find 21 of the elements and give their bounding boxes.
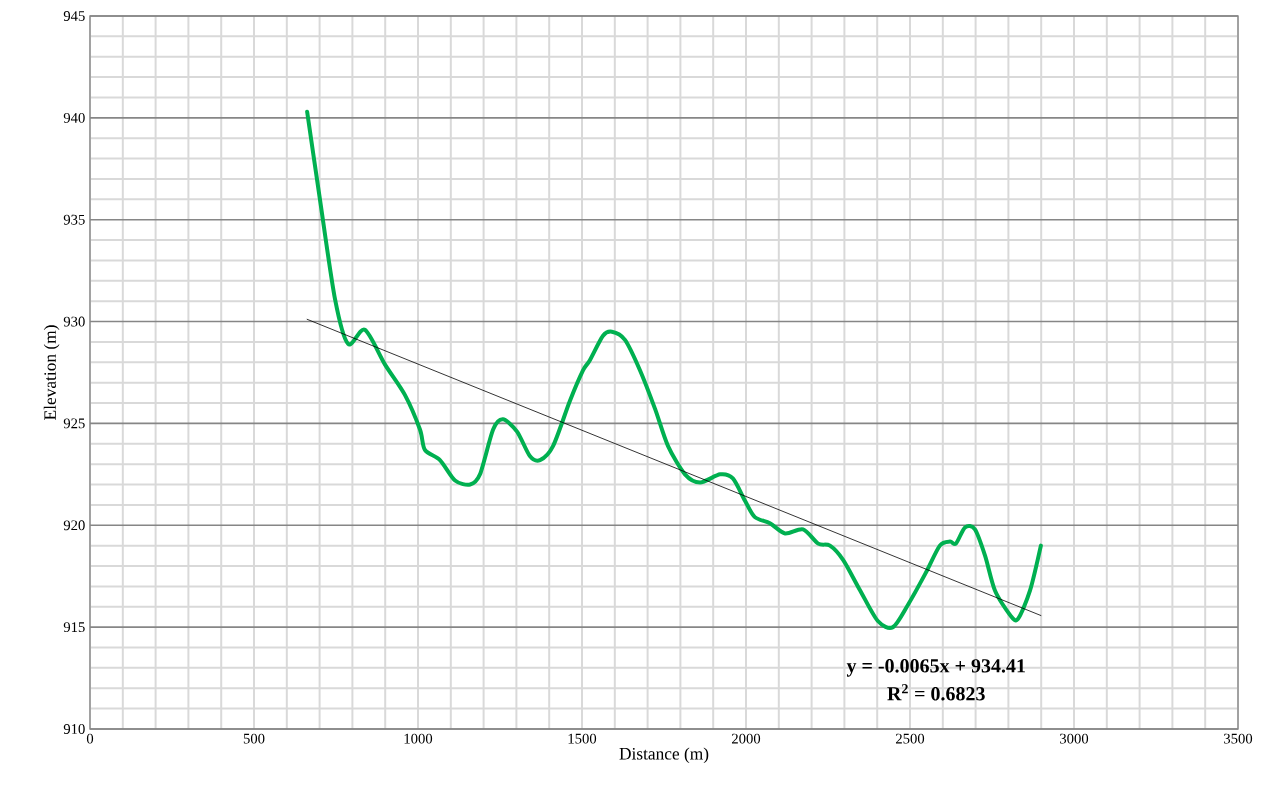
x-tick-label: 3500 (1224, 733, 1253, 744)
x-tick-label: 1000 (404, 733, 433, 744)
annotation: y = -0.0065x + 934.41 (846, 659, 1025, 677)
y-tick-label: 920 (63, 520, 85, 531)
y-tick-label: 910 (63, 724, 85, 734)
line-series (305, 109, 1043, 630)
y-tick-label: 915 (63, 622, 85, 633)
y-tick-label: 945 (63, 11, 85, 21)
y-tick-label: 935 (63, 214, 85, 225)
x-axis-title: Distance (m) (619, 747, 709, 764)
text: R$^{2}$ = 0.6823 (887, 684, 985, 701)
x-tick-label: 0 (86, 733, 94, 744)
x-tick-label: 500 (243, 733, 265, 744)
x-tick-label: 2000 (731, 733, 761, 744)
x-tick-label: 3000 (1060, 733, 1089, 744)
y-tick-label: 930 (63, 316, 85, 327)
y-axis-title: Elevation (m) (43, 325, 60, 420)
y-tick-label: 940 (63, 112, 85, 123)
x-tick-label: 2500 (895, 733, 925, 744)
x-tick-label: 1500 (568, 733, 597, 744)
y-tick-label: 925 (63, 418, 85, 429)
